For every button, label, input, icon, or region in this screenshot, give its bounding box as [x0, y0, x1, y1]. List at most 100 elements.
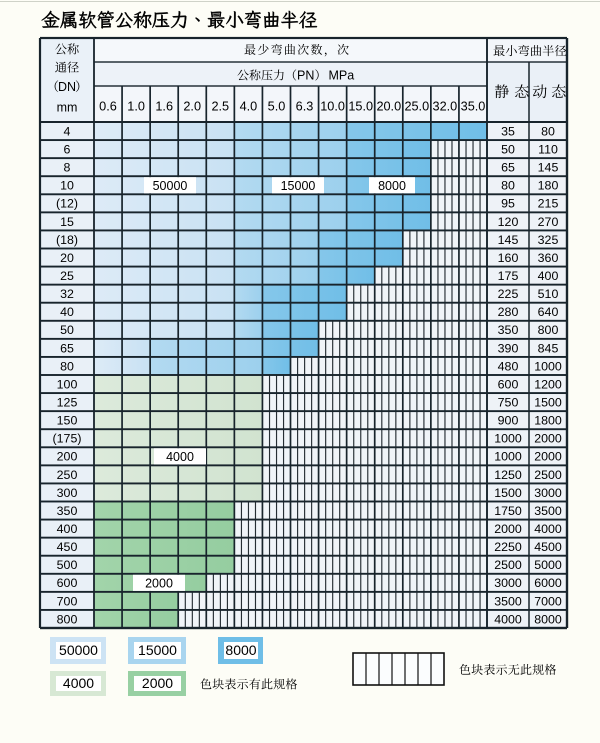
svg-text:350: 350 [498, 323, 519, 337]
svg-text:2500: 2500 [534, 468, 562, 482]
svg-text:600: 600 [498, 377, 519, 391]
svg-text:65: 65 [501, 161, 515, 175]
svg-text:4000: 4000 [494, 612, 522, 626]
svg-text:800: 800 [538, 323, 559, 337]
svg-text:25: 25 [60, 269, 74, 283]
svg-text:35.0: 35.0 [461, 99, 486, 113]
svg-text:4000: 4000 [63, 675, 94, 691]
svg-text:3000: 3000 [494, 576, 522, 590]
svg-text:6: 6 [64, 143, 71, 157]
svg-text:300: 300 [57, 486, 78, 500]
svg-text:225: 225 [498, 287, 519, 301]
svg-text:3500: 3500 [494, 594, 522, 608]
svg-text:2250: 2250 [494, 540, 522, 554]
svg-text:(18): (18) [56, 233, 78, 247]
svg-text:15000: 15000 [138, 642, 177, 658]
svg-text:1800: 1800 [534, 414, 562, 428]
svg-text:160: 160 [498, 251, 519, 265]
svg-text:100: 100 [57, 377, 78, 391]
svg-text:(12): (12) [56, 197, 78, 211]
svg-text:40: 40 [60, 305, 74, 319]
svg-text:15000: 15000 [281, 179, 316, 193]
svg-text:280: 280 [498, 305, 519, 319]
svg-text:7000: 7000 [534, 594, 562, 608]
svg-text:845: 845 [538, 341, 559, 355]
svg-text:0.6: 0.6 [99, 99, 117, 113]
svg-text:175: 175 [498, 269, 519, 283]
svg-text:2000: 2000 [534, 450, 562, 464]
svg-text:6000: 6000 [534, 576, 562, 590]
svg-text:2.0: 2.0 [183, 99, 201, 113]
svg-text:8000: 8000 [225, 642, 256, 658]
svg-text:3500: 3500 [534, 504, 562, 518]
svg-text:2000: 2000 [494, 522, 522, 536]
svg-text:200: 200 [57, 450, 78, 464]
svg-text:390: 390 [498, 341, 519, 355]
svg-text:215: 215 [538, 197, 559, 211]
svg-text:145: 145 [538, 161, 559, 175]
svg-text:4.0: 4.0 [240, 99, 258, 113]
svg-text:32: 32 [60, 287, 74, 301]
svg-text:2000: 2000 [534, 432, 562, 446]
svg-text:50000: 50000 [153, 179, 188, 193]
svg-text:750: 750 [498, 396, 519, 410]
svg-text:8000: 8000 [534, 612, 562, 626]
svg-text:50: 50 [501, 143, 515, 157]
svg-text:8000: 8000 [378, 179, 406, 193]
svg-text:5.0: 5.0 [268, 99, 286, 113]
svg-text:1000: 1000 [494, 432, 522, 446]
svg-text:4000: 4000 [166, 450, 194, 464]
svg-text:4: 4 [64, 124, 71, 138]
svg-text:145: 145 [498, 233, 519, 247]
svg-text:8: 8 [64, 161, 71, 175]
svg-text:1.0: 1.0 [127, 99, 145, 113]
svg-text:500: 500 [57, 558, 78, 572]
svg-text:4500: 4500 [534, 540, 562, 554]
svg-text:125: 125 [57, 396, 78, 410]
svg-text:95: 95 [501, 197, 515, 211]
svg-text:700: 700 [57, 594, 78, 608]
svg-text:1500: 1500 [494, 486, 522, 500]
svg-text:80: 80 [501, 179, 515, 193]
svg-text:400: 400 [538, 269, 559, 283]
svg-text:15: 15 [60, 215, 74, 229]
svg-text:1000: 1000 [534, 359, 562, 373]
svg-text:PN: PN [297, 69, 314, 83]
svg-text:mm: mm [57, 100, 78, 114]
svg-text:80: 80 [541, 124, 555, 138]
svg-text:6.3: 6.3 [296, 99, 314, 113]
svg-text:480: 480 [498, 359, 519, 373]
svg-text:3000: 3000 [534, 486, 562, 500]
svg-text:25.0: 25.0 [404, 99, 429, 113]
svg-text:10.0: 10.0 [320, 99, 345, 113]
svg-text:2000: 2000 [145, 576, 173, 590]
svg-text:65: 65 [60, 341, 74, 355]
svg-text:250: 250 [57, 468, 78, 482]
svg-text:360: 360 [538, 251, 559, 265]
svg-text:1750: 1750 [494, 504, 522, 518]
svg-text:15.0: 15.0 [348, 99, 373, 113]
svg-text:MPa: MPa [329, 69, 355, 83]
svg-text:1500: 1500 [534, 396, 562, 410]
svg-text:1250: 1250 [494, 468, 522, 482]
svg-text:350: 350 [57, 504, 78, 518]
svg-text:2500: 2500 [494, 558, 522, 572]
svg-text:50000: 50000 [59, 642, 98, 658]
svg-text:110: 110 [538, 143, 558, 157]
svg-text:80: 80 [60, 359, 74, 373]
svg-text:50: 50 [60, 323, 74, 337]
svg-text:800: 800 [57, 612, 78, 626]
svg-text:1200: 1200 [534, 377, 562, 391]
svg-text:2000: 2000 [142, 675, 173, 691]
svg-text:32.0: 32.0 [433, 99, 458, 113]
svg-text:325: 325 [538, 233, 559, 247]
svg-text:640: 640 [538, 305, 559, 319]
svg-text:510: 510 [538, 287, 559, 301]
svg-text:400: 400 [57, 522, 78, 536]
svg-text:20: 20 [60, 251, 74, 265]
svg-text:180: 180 [538, 179, 559, 193]
svg-text:900: 900 [498, 414, 519, 428]
svg-text:35: 35 [501, 124, 515, 138]
svg-text:270: 270 [538, 215, 559, 229]
svg-text:4000: 4000 [534, 522, 562, 536]
